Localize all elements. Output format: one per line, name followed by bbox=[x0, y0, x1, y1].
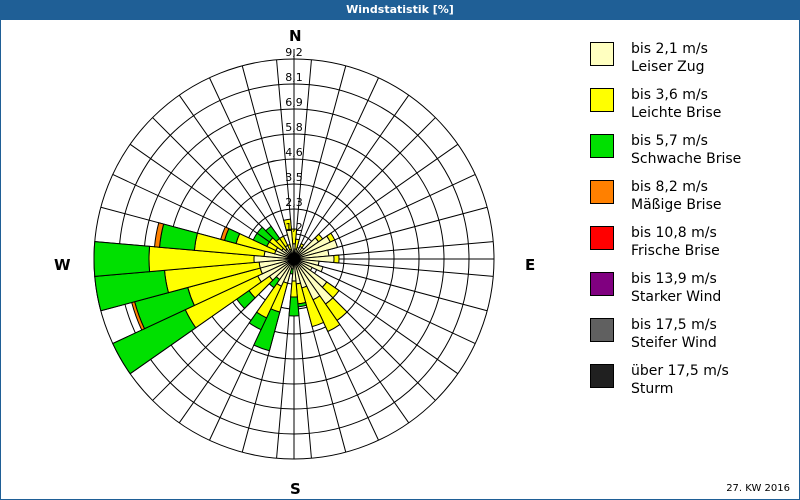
legend-swatch-sturm bbox=[590, 364, 614, 388]
legend-range: über 17,5 m/s bbox=[631, 363, 729, 379]
legend-range: bis 5,7 m/s bbox=[631, 133, 708, 149]
legend-range: bis 10,8 m/s bbox=[631, 225, 717, 241]
wind-rose-chart: 1,2 2,3 3,5 4,6 5,8 6,9 8,1 9,2 bbox=[93, 46, 495, 460]
legend-range: bis 2,1 m/s bbox=[631, 41, 708, 57]
legend-range: bis 13,9 m/s bbox=[631, 271, 717, 287]
legend-name: Leiser Zug bbox=[631, 59, 705, 75]
legend-name: Leichte Brise bbox=[631, 105, 722, 121]
legend-name: Mäßige Brise bbox=[631, 197, 722, 213]
legend-range: bis 8,2 m/s bbox=[631, 179, 708, 195]
svg-text:3,5: 3,5 bbox=[285, 171, 303, 184]
legend-range: bis 17,5 m/s bbox=[631, 317, 717, 333]
svg-text:9,2: 9,2 bbox=[285, 46, 303, 59]
north-label: N bbox=[289, 27, 302, 45]
west-label: W bbox=[54, 256, 71, 274]
chart-title: Windstatistik [%] bbox=[0, 0, 800, 20]
svg-text:4,6: 4,6 bbox=[285, 146, 303, 159]
svg-text:6,9: 6,9 bbox=[285, 96, 303, 109]
legend-name: Schwache Brise bbox=[631, 151, 742, 167]
legend-swatch-schwache-brise bbox=[590, 134, 614, 158]
svg-text:2,3: 2,3 bbox=[285, 196, 303, 209]
svg-text:8,1: 8,1 bbox=[285, 71, 303, 84]
legend-swatch-steifer-wind bbox=[590, 318, 614, 342]
legend-name: Steifer Wind bbox=[631, 335, 717, 351]
south-label: S bbox=[290, 480, 301, 498]
legend-name: Sturm bbox=[631, 381, 674, 397]
legend-swatch-maessige-brise bbox=[590, 180, 614, 204]
legend-name: Frische Brise bbox=[631, 243, 720, 259]
svg-text:5,8: 5,8 bbox=[285, 121, 303, 134]
east-label: E bbox=[525, 256, 536, 274]
week-label: 27. KW 2016 bbox=[726, 483, 790, 494]
legend-swatch-leichte-brise bbox=[590, 88, 614, 112]
legend-swatch-starker-wind bbox=[590, 272, 614, 296]
svg-text:1,2: 1,2 bbox=[285, 221, 303, 234]
legend-swatch-leiser-zug bbox=[590, 42, 614, 66]
legend-name: Starker Wind bbox=[631, 289, 722, 305]
legend-range: bis 3,6 m/s bbox=[631, 87, 708, 103]
legend-swatch-frische-brise bbox=[590, 226, 614, 250]
